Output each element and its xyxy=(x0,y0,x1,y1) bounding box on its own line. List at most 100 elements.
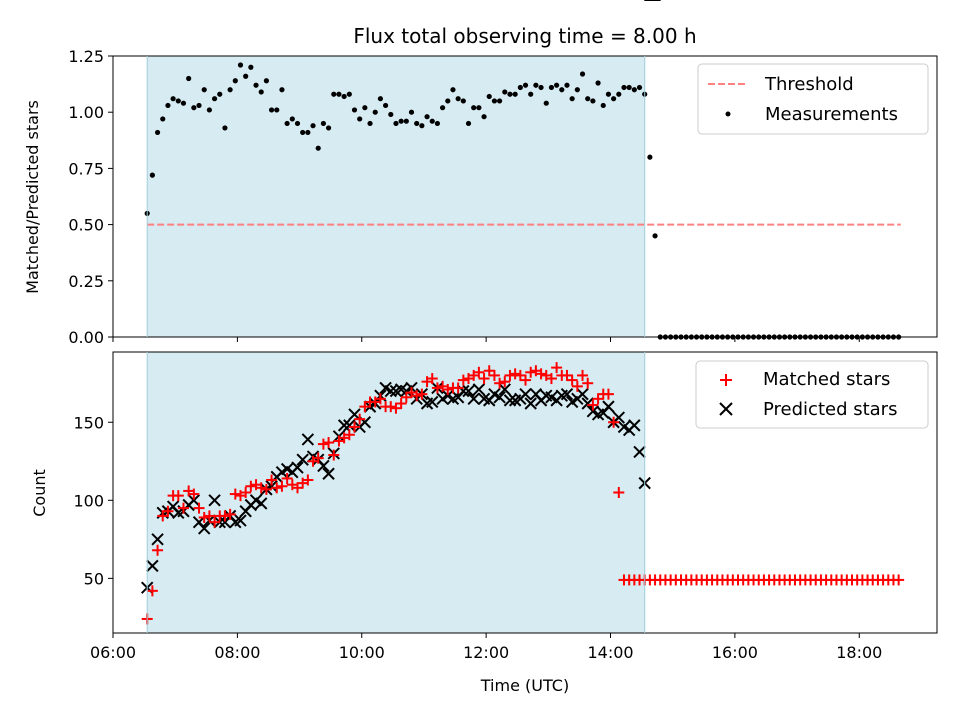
measurement-point xyxy=(227,87,233,93)
predicted-star-marker xyxy=(581,397,594,410)
x-axis-label: Time (UTC) xyxy=(480,676,569,695)
predicted-star-marker xyxy=(426,395,439,409)
measurement-point xyxy=(310,123,316,129)
matched-star-marker xyxy=(613,487,625,498)
measurement-point xyxy=(393,120,399,127)
measurement-point xyxy=(585,96,591,102)
measurement-point xyxy=(491,98,498,104)
measurement-point xyxy=(429,118,435,124)
measurement-point xyxy=(243,73,249,79)
matched-star-marker xyxy=(483,365,495,377)
ratio-axes-frame xyxy=(112,55,938,338)
matched-star-marker xyxy=(520,374,532,386)
ratio-legend: Threshold Measurements xyxy=(697,63,929,135)
measurement-point xyxy=(258,89,264,95)
matched-star-marker xyxy=(328,449,340,461)
predicted-star-marker xyxy=(343,419,356,432)
count-legend-box xyxy=(695,360,929,429)
predicted-star-marker xyxy=(234,514,247,527)
matched-star-marker xyxy=(198,511,210,523)
matched-star-marker xyxy=(317,438,329,450)
measurement-point xyxy=(460,98,466,104)
predicted-star-marker xyxy=(348,408,361,421)
measurement-point xyxy=(320,120,327,127)
measurement-point xyxy=(647,154,653,160)
y-tick-label: 50 xyxy=(84,569,104,588)
matched-star-marker xyxy=(271,482,283,494)
matched-star-marker xyxy=(592,393,604,405)
measurement-point xyxy=(522,82,529,88)
measurement-point xyxy=(465,120,472,127)
measurement-point xyxy=(569,96,575,102)
measurement-point xyxy=(248,64,254,70)
y-tick-label: 0.00 xyxy=(68,328,104,347)
predicted-star-marker xyxy=(628,419,641,432)
measurement-point xyxy=(434,120,441,127)
matched-star-marker xyxy=(374,393,386,405)
measurement-point xyxy=(149,172,155,178)
matched-legend-swatch xyxy=(720,374,732,386)
measurement-point xyxy=(362,105,368,111)
predicted-star-marker xyxy=(462,384,475,398)
matched-star-marker xyxy=(203,510,215,522)
predicted-star-marker xyxy=(633,445,646,459)
count-axes-frame xyxy=(112,351,938,634)
predicted-star-marker xyxy=(384,384,397,398)
y-tick-label: 150 xyxy=(73,413,104,432)
ratio-y-ticks: 0.00 0.25 0.50 0.75 1.00 1.25 xyxy=(68,47,113,347)
matched-star-marker xyxy=(245,480,257,492)
y-tick-label: 0.75 xyxy=(68,159,104,178)
measurement-point xyxy=(351,107,358,113)
matched-stars-series xyxy=(141,362,905,625)
count-legend: Matched stars Predicted stars xyxy=(695,360,929,429)
measurement-point xyxy=(517,84,523,91)
measurement-point xyxy=(160,116,166,122)
matched-star-marker xyxy=(561,369,573,381)
measurement-point xyxy=(263,78,269,84)
matched-star-marker xyxy=(348,421,360,433)
count-y-axis-label: Count xyxy=(30,469,49,517)
measurement-point xyxy=(170,96,176,102)
matched-star-marker xyxy=(545,373,557,385)
ratio-legend-box xyxy=(697,63,929,135)
matched-star-marker xyxy=(395,398,407,410)
matched-star-marker xyxy=(893,574,905,586)
predicted-star-marker xyxy=(576,387,589,401)
measurement-point xyxy=(414,120,420,127)
predicted-star-marker xyxy=(498,383,511,396)
predicted-star-marker xyxy=(317,459,330,473)
measurement-point xyxy=(253,82,259,88)
measurement-point xyxy=(631,87,637,93)
measurement-point xyxy=(377,96,384,102)
measurement-point xyxy=(616,91,622,97)
measurement-point xyxy=(626,84,632,91)
measurement-point xyxy=(341,93,347,100)
matched-star-marker xyxy=(255,482,267,494)
measurement-point xyxy=(372,109,378,115)
predicted-star-marker xyxy=(151,533,164,546)
measurement-point xyxy=(180,100,187,106)
matched-star-marker xyxy=(602,388,614,400)
measurement-point xyxy=(481,114,487,120)
measurement-point xyxy=(284,120,290,127)
measurement-point xyxy=(289,116,295,122)
x-tick-label: 18:00 xyxy=(836,643,882,662)
predicted-star-marker xyxy=(560,387,574,401)
y-tick-label: 100 xyxy=(73,491,104,510)
measurement-point xyxy=(305,129,311,136)
matched-star-marker xyxy=(152,544,164,556)
measurement-point xyxy=(600,102,606,109)
matched-star-marker xyxy=(535,368,547,380)
measurements-legend-swatch xyxy=(725,111,731,117)
measurement-point xyxy=(191,105,197,111)
matched-star-marker xyxy=(260,483,272,495)
measurement-point xyxy=(590,98,596,104)
y-tick-label: 1.25 xyxy=(68,47,104,66)
measurement-point xyxy=(476,105,482,111)
measurement-point xyxy=(605,91,612,97)
measurement-point xyxy=(346,91,352,97)
matched-star-marker xyxy=(266,474,278,486)
matched-star-marker xyxy=(177,502,189,514)
predicted-star-marker xyxy=(255,497,268,510)
measurement-point xyxy=(445,98,451,104)
